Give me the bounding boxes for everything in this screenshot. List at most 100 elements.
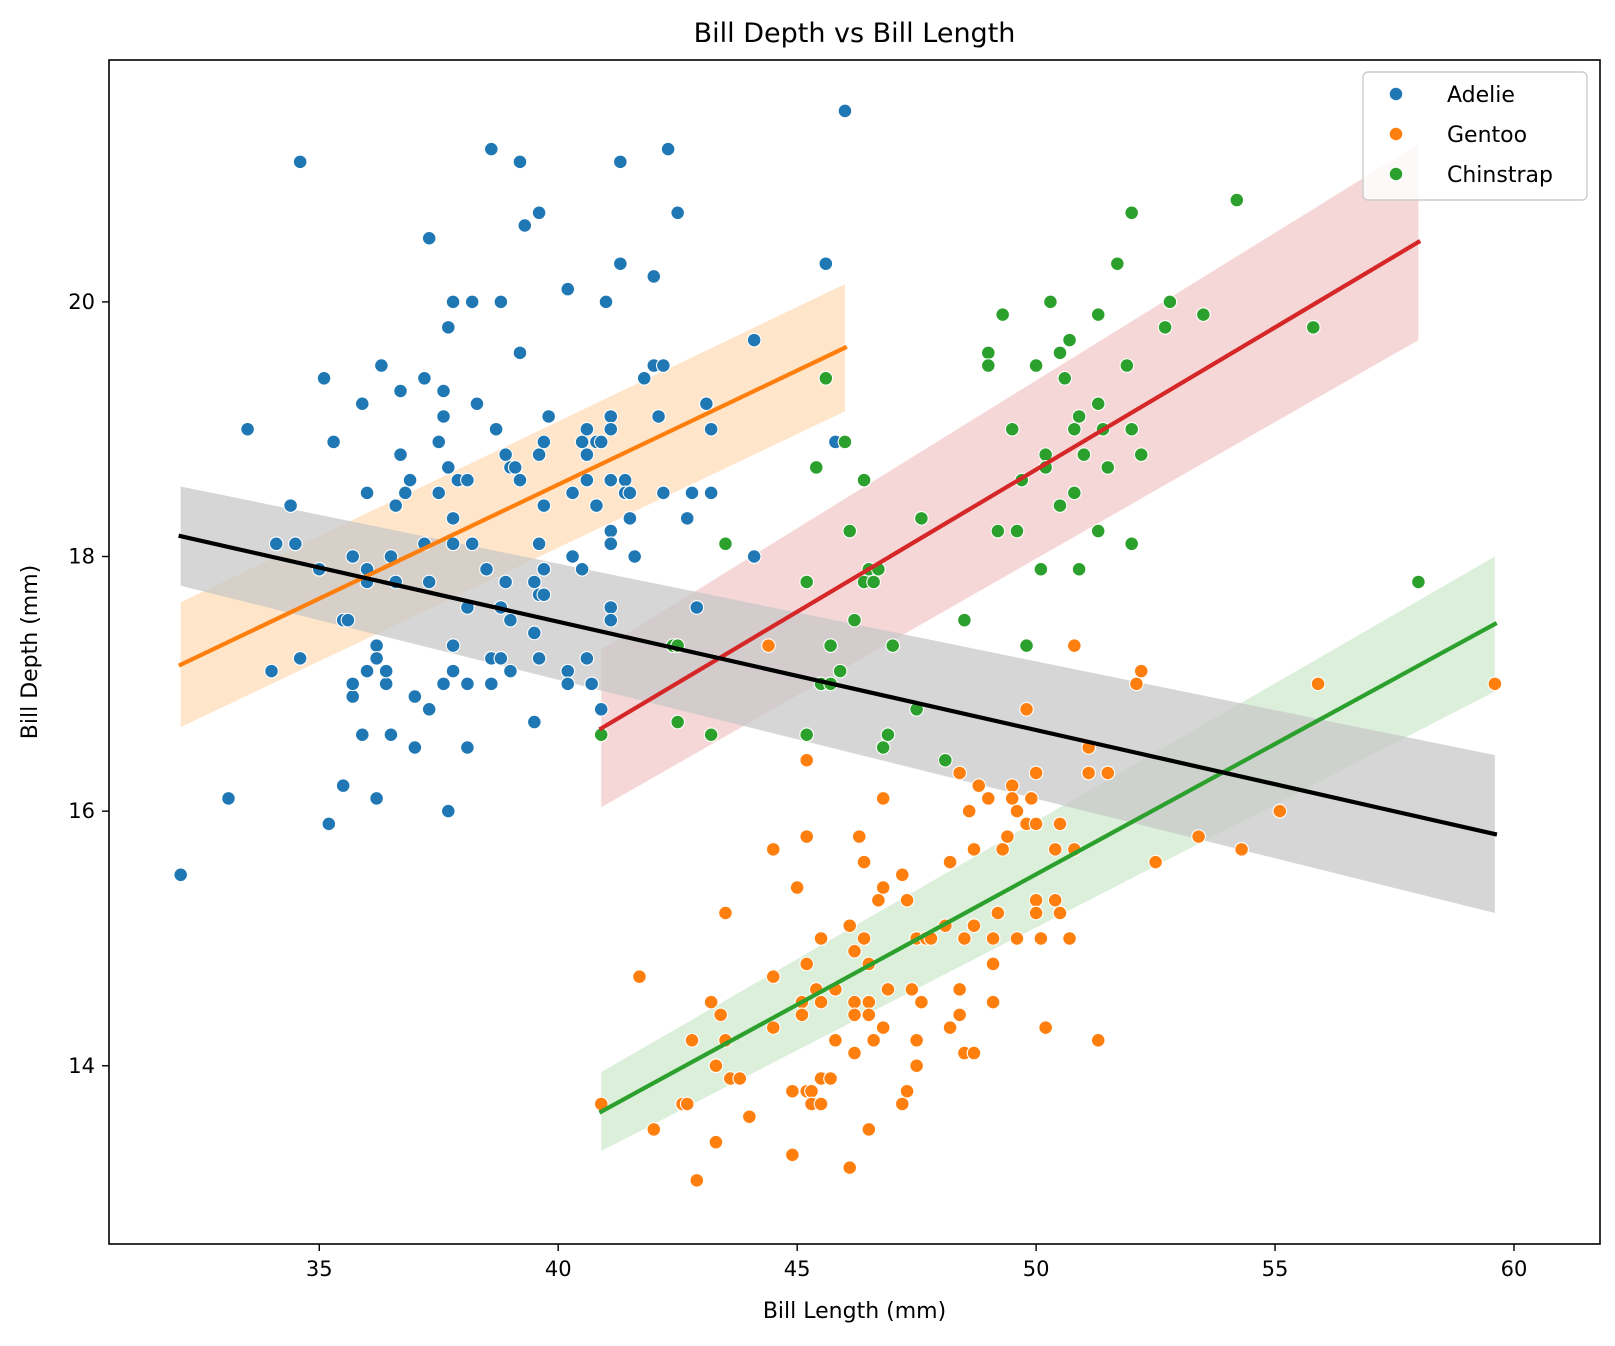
data-point-chinstrap xyxy=(1162,294,1178,310)
data-point-adelie xyxy=(483,141,499,157)
data-point-adelie xyxy=(345,689,361,704)
data-point-adelie xyxy=(655,485,671,501)
data-point-gentoo xyxy=(1004,791,1020,806)
data-point-adelie xyxy=(440,460,456,475)
data-point-adelie xyxy=(531,447,547,463)
data-point-chinstrap xyxy=(1019,638,1034,653)
data-point-chinstrap xyxy=(1124,205,1140,221)
data-point-chinstrap xyxy=(1062,332,1077,348)
data-point-chinstrap xyxy=(1071,409,1087,424)
data-point-adelie xyxy=(292,154,308,170)
data-point-gentoo xyxy=(799,829,815,844)
data-point-gentoo xyxy=(866,1032,881,1048)
data-point-adelie xyxy=(574,434,590,450)
data-point-adelie xyxy=(483,676,499,692)
data-point-adelie xyxy=(383,727,399,743)
data-point-gentoo xyxy=(952,1007,967,1023)
data-point-gentoo xyxy=(985,994,1001,1010)
data-point-gentoo xyxy=(1028,905,1044,921)
data-point-gentoo xyxy=(761,638,776,653)
data-point-adelie xyxy=(493,651,509,666)
legend-frame xyxy=(1362,71,1588,201)
data-point-gentoo xyxy=(909,1032,924,1048)
data-point-chinstrap xyxy=(1124,421,1140,437)
data-point-gentoo xyxy=(861,1007,877,1023)
data-point-adelie xyxy=(684,485,700,501)
data-point-gentoo xyxy=(1062,931,1077,946)
data-point-gentoo xyxy=(813,994,829,1010)
data-point-gentoo xyxy=(847,1045,862,1061)
data-point-adelie xyxy=(526,574,542,590)
data-point-adelie xyxy=(603,523,619,539)
data-point-gentoo xyxy=(1028,816,1044,832)
data-point-adelie xyxy=(565,549,580,564)
data-point-adelie xyxy=(541,409,557,424)
chart-title: Bill Depth vs Bill Length xyxy=(694,18,1016,49)
data-point-chinstrap xyxy=(1009,523,1025,539)
legend: Adelie Gentoo Chinstrap xyxy=(1362,71,1588,201)
data-point-gentoo xyxy=(684,1032,700,1048)
data-point-chinstrap xyxy=(1090,523,1106,539)
data-point-gentoo xyxy=(1310,676,1326,692)
data-point-adelie xyxy=(689,600,705,615)
data-point-adelie xyxy=(512,345,528,361)
data-point-adelie xyxy=(565,485,580,501)
data-point-adelie xyxy=(440,320,456,335)
data-point-gentoo xyxy=(718,905,733,921)
y-axis-ticks: 14 16 18 20 xyxy=(68,290,109,1078)
data-point-gentoo xyxy=(813,931,829,946)
data-point-chinstrap xyxy=(1229,192,1245,208)
data-point-adelie xyxy=(359,485,375,501)
data-point-gentoo xyxy=(957,931,972,946)
regression-lines xyxy=(177,239,1498,1115)
data-point-chinstrap xyxy=(847,612,862,628)
x-tick-label: 60 xyxy=(1501,1257,1528,1281)
data-point-gentoo xyxy=(703,994,719,1010)
y-tick-label: 16 xyxy=(68,799,95,823)
data-point-gentoo xyxy=(856,854,872,870)
data-point-gentoo xyxy=(1487,676,1503,692)
data-point-adelie xyxy=(512,154,528,170)
data-point-gentoo xyxy=(842,918,858,934)
data-point-chinstrap xyxy=(880,727,896,743)
x-tick-label: 40 xyxy=(545,1257,572,1281)
data-point-adelie xyxy=(264,663,279,679)
data-point-adelie xyxy=(378,676,394,692)
data-point-gentoo xyxy=(899,892,915,908)
data-point-chinstrap xyxy=(1052,498,1068,513)
data-point-adelie xyxy=(283,498,298,513)
data-point-adelie xyxy=(460,740,475,755)
data-point-gentoo xyxy=(1191,829,1206,844)
data-point-gentoo xyxy=(689,1172,705,1188)
data-point-adelie xyxy=(603,409,619,424)
data-point-adelie xyxy=(512,472,528,488)
data-point-gentoo xyxy=(646,1122,662,1137)
data-point-gentoo xyxy=(847,1007,862,1023)
data-point-adelie xyxy=(531,205,547,221)
data-point-chinstrap xyxy=(842,523,858,539)
data-point-adelie xyxy=(670,205,686,221)
data-point-gentoo xyxy=(875,791,891,806)
data-point-chinstrap xyxy=(885,638,901,653)
data-point-adelie xyxy=(488,421,504,437)
data-point-gentoo xyxy=(847,943,862,959)
data-point-gentoo xyxy=(713,1007,729,1023)
data-point-chinstrap xyxy=(1057,370,1073,386)
data-point-adelie xyxy=(460,676,475,692)
data-point-chinstrap xyxy=(837,434,853,450)
data-point-chinstrap xyxy=(1133,447,1149,463)
data-point-adelie xyxy=(617,472,633,488)
data-point-adelie xyxy=(402,472,418,488)
data-point-chinstrap xyxy=(1109,256,1125,272)
data-point-gentoo xyxy=(632,969,647,984)
data-point-gentoo xyxy=(799,752,815,768)
data-point-adelie xyxy=(560,281,576,297)
data-point-adelie xyxy=(603,536,619,552)
data-point-adelie xyxy=(612,154,628,170)
data-point-gentoo xyxy=(985,931,1001,946)
data-point-gentoo xyxy=(952,765,967,781)
data-point-gentoo xyxy=(794,1007,810,1023)
data-point-gentoo xyxy=(914,994,929,1010)
regression-line-gentoo xyxy=(598,621,1498,1115)
